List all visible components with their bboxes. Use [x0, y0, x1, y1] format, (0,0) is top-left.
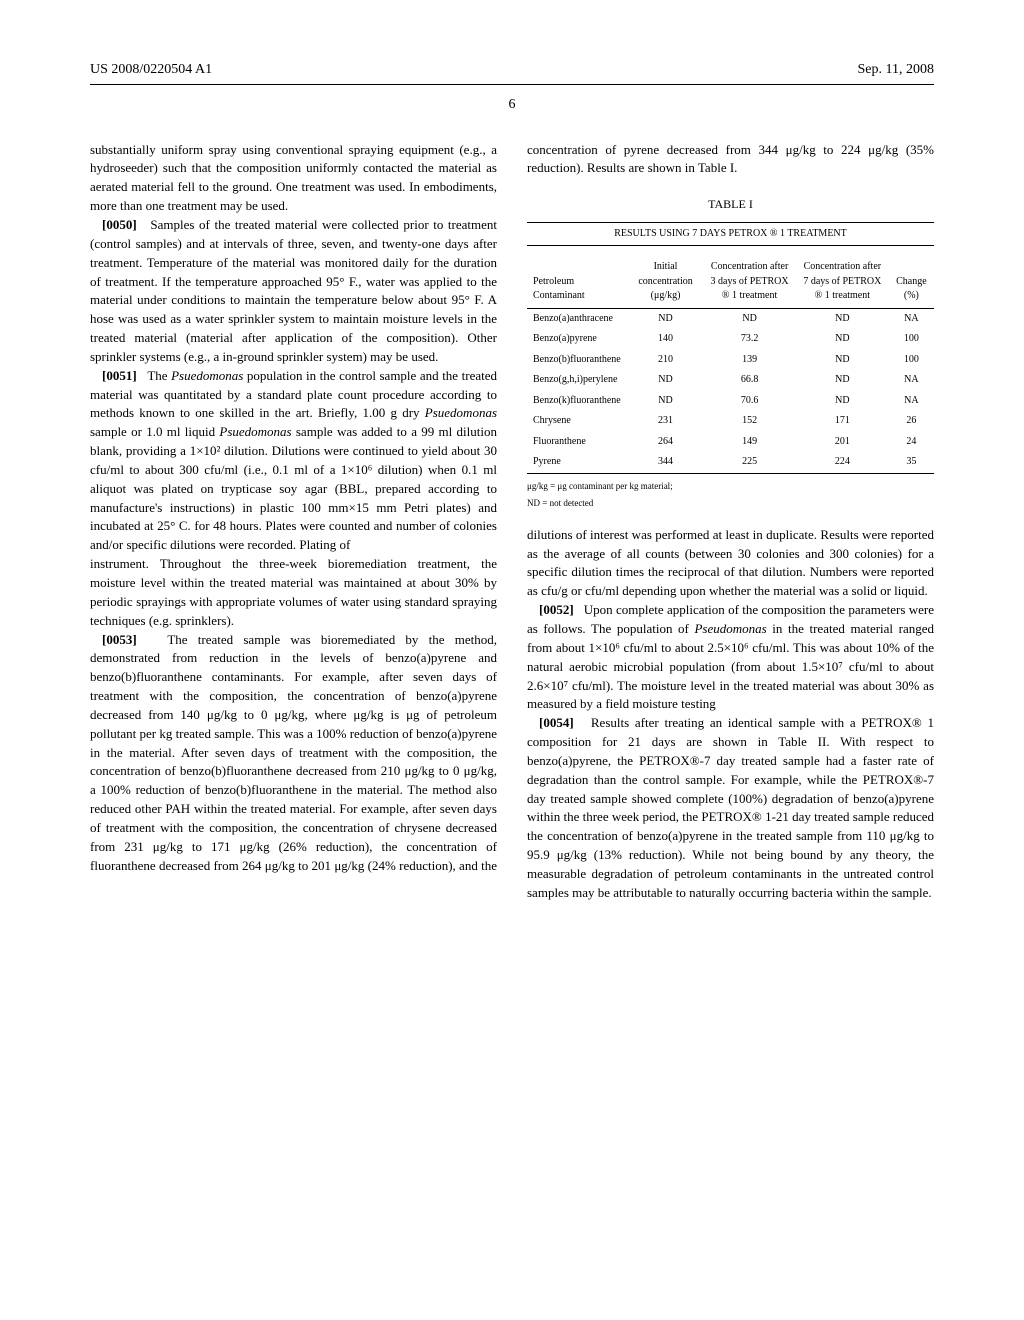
table-cell: Benzo(a)pyrene	[527, 329, 628, 350]
table-cell: Chrysene	[527, 411, 628, 432]
table-title: TABLE I	[527, 196, 934, 213]
table-cell: 24	[889, 432, 934, 453]
table-cell: 231	[628, 411, 703, 432]
table-cell: Benzo(a)anthracene	[527, 308, 628, 329]
paragraph-0051: [0051] The Psuedomonas population in the…	[90, 367, 497, 555]
paragraph-text: Results after treating an identical samp…	[527, 715, 934, 900]
page-header: US 2008/0220504 A1 Sep. 11, 2008	[90, 60, 934, 85]
table-header: Change (%)	[889, 256, 934, 308]
table-cell: 149	[703, 432, 796, 453]
paragraph-number: [0052]	[539, 602, 574, 617]
table-cell: 66.8	[703, 370, 796, 391]
paragraph-text: sample was added to a 99 ml dilution bla…	[90, 424, 497, 552]
table-row: Pyrene34422522435	[527, 452, 934, 473]
table-cell: Fluoranthene	[527, 432, 628, 453]
table-cell: Benzo(g,h,i)perylene	[527, 370, 628, 391]
table-cell: ND	[796, 350, 889, 371]
table-cell: Benzo(b)fluoranthene	[527, 350, 628, 371]
table-row: Benzo(a)anthraceneNDNDNDNA	[527, 308, 934, 329]
paragraph-text: Samples of the treated material were col…	[90, 217, 497, 364]
publication-date: Sep. 11, 2008	[858, 60, 934, 80]
table-cell: 225	[703, 452, 796, 473]
table-row: Chrysene23115217126	[527, 411, 934, 432]
table-cell: ND	[796, 329, 889, 350]
paragraph-0050: [0050] Samples of the treated material w…	[90, 216, 497, 367]
table-cell: ND	[628, 370, 703, 391]
results-table: Petroleum Contaminant Initial concentrat…	[527, 256, 934, 474]
table-subtitle: RESULTS USING 7 DAYS PETROX ® 1 TREATMEN…	[527, 222, 934, 247]
table-cell: 152	[703, 411, 796, 432]
table-cell: 140	[628, 329, 703, 350]
intro-paragraph: substantially uniform spray using conven…	[90, 141, 497, 216]
table-cell: 26	[889, 411, 934, 432]
table-header: Petroleum Contaminant	[527, 256, 628, 308]
table-header-row: Petroleum Contaminant Initial concentrat…	[527, 256, 934, 308]
table-cell: NA	[889, 370, 934, 391]
table-cell: NA	[889, 391, 934, 412]
paragraph-0054: [0054] Results after treating an identic…	[527, 714, 934, 902]
table-header: Initial concentration (μg/kg)	[628, 256, 703, 308]
species-name: Psuedomonas	[425, 405, 497, 420]
body-columns: substantially uniform spray using conven…	[90, 141, 934, 903]
species-name: Psuedomonas	[171, 368, 243, 383]
table-1-container: TABLE I RESULTS USING 7 DAYS PETROX ® 1 …	[527, 196, 934, 509]
table-cell: 70.6	[703, 391, 796, 412]
table-cell: ND	[628, 308, 703, 329]
paragraph-number: [0051]	[102, 368, 137, 383]
table-cell: Benzo(k)fluoranthene	[527, 391, 628, 412]
paragraph-text: sample or 1.0 ml liquid	[90, 424, 219, 439]
table-cell: 344	[628, 452, 703, 473]
table-row: Fluoranthene26414920124	[527, 432, 934, 453]
paragraph-text: The	[147, 368, 171, 383]
table-cell: 264	[628, 432, 703, 453]
paragraph-number: [0054]	[539, 715, 574, 730]
table-cell: 35	[889, 452, 934, 473]
paragraph-number: [0050]	[102, 217, 137, 232]
table-note: ND = not detected	[527, 497, 934, 510]
table-cell: ND	[703, 308, 796, 329]
dilutions-paragraph: dilutions of interest was performed at l…	[527, 526, 934, 601]
table-cell: ND	[796, 370, 889, 391]
species-name: Psuedomonas	[219, 424, 291, 439]
table-cell: 210	[628, 350, 703, 371]
table-note: μg/kg = μg contaminant per kg material;	[527, 480, 934, 493]
table-cell: 224	[796, 452, 889, 473]
table-row: Benzo(g,h,i)peryleneND66.8NDNA	[527, 370, 934, 391]
paragraph-0052: [0052] Upon complete application of the …	[527, 601, 934, 714]
table-cell: ND	[628, 391, 703, 412]
table-cell: NA	[889, 308, 934, 329]
table-cell: 201	[796, 432, 889, 453]
table-row: Benzo(b)fluoranthene210139ND100	[527, 350, 934, 371]
table-cell: 100	[889, 329, 934, 350]
table-cell: 73.2	[703, 329, 796, 350]
species-name: Pseudomonas	[694, 621, 766, 636]
table-cell: ND	[796, 308, 889, 329]
table-cell: 171	[796, 411, 889, 432]
table-header: Concentration after 3 days of PETROX ® 1…	[703, 256, 796, 308]
table-row: Benzo(k)fluorantheneND70.6NDNA	[527, 391, 934, 412]
table-cell: 100	[889, 350, 934, 371]
page-number: 6	[90, 95, 934, 115]
table-cell: ND	[796, 391, 889, 412]
table-header: Concentration after 7 days of PETROX ® 1…	[796, 256, 889, 308]
table-row: Benzo(a)pyrene14073.2ND100	[527, 329, 934, 350]
col2-intro-paragraph: instrument. Throughout the three-week bi…	[90, 555, 497, 630]
paragraph-number: [0053]	[102, 632, 137, 647]
table-cell: Pyrene	[527, 452, 628, 473]
patent-number: US 2008/0220504 A1	[90, 60, 212, 80]
table-cell: 139	[703, 350, 796, 371]
